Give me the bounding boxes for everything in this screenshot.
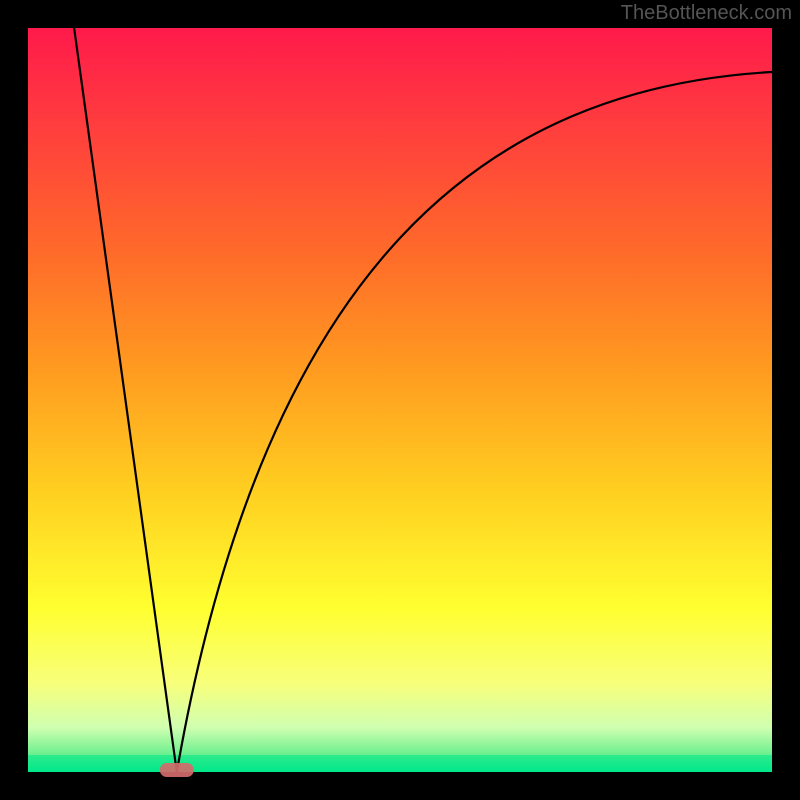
bottleneck-chart: [0, 0, 800, 800]
green-band: [28, 755, 772, 772]
plot-area: [28, 28, 772, 772]
watermark-text: TheBottleneck.com: [621, 2, 792, 25]
minimum-marker: [160, 763, 194, 777]
